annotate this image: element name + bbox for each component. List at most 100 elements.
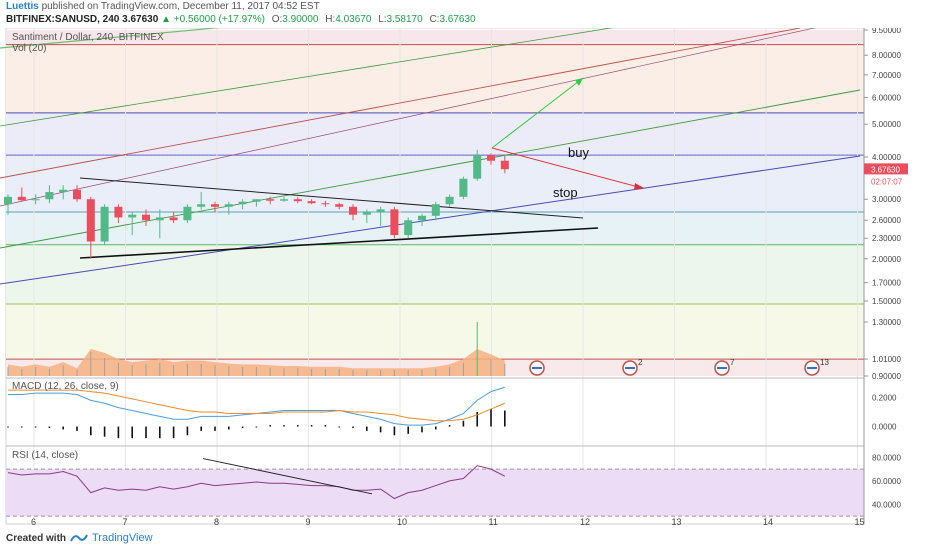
fib-band-1: [6, 44, 864, 113]
high-label: H:: [325, 14, 336, 25]
trend-line-1: [0, 28, 614, 127]
rsi-divergence-line: [202, 458, 373, 495]
candle-body-4: [59, 189, 68, 193]
x-tick-label-6: 12: [580, 517, 590, 527]
target-arrow-head: [575, 78, 583, 86]
rsi-line: [7, 465, 506, 500]
y-tick-label-9: 2.00000: [872, 255, 901, 264]
fib-band-0: [6, 30, 864, 45]
candle-body-31: [431, 204, 440, 216]
trend-line-0: [0, 28, 222, 49]
candle-body-27: [376, 209, 385, 213]
x-tick-label-5: 11: [489, 517, 498, 527]
candle-body-33: [459, 178, 468, 197]
candle-body-29: [404, 220, 413, 236]
candle-body-35: [487, 155, 495, 161]
candle-body-12: [169, 217, 178, 221]
grid-lines: [6, 28, 932, 524]
fib-band-5: [6, 244, 864, 304]
macd-tick-0: 0.2000: [872, 393, 897, 402]
publish-line: Luettis published on TradingView.com, De…: [6, 1, 320, 13]
volume-label: Vol (20): [12, 43, 46, 54]
rsi-pane: [6, 458, 864, 517]
x-tick-label-9: 15: [855, 517, 865, 527]
candle-body-20: [280, 199, 288, 201]
trend-line-2: [0, 28, 801, 179]
candle-body-32: [445, 196, 454, 205]
y-tick-label-6: 3.00000: [872, 195, 901, 204]
last-price-tag: [864, 163, 908, 175]
candle-body-26: [362, 212, 371, 215]
candle-body-8: [114, 206, 123, 218]
close-label: C:: [429, 14, 440, 25]
y-tick-label-13: 1.01000: [872, 355, 901, 364]
candle-body-1: [17, 196, 26, 201]
x-tick-label-7: 13: [672, 517, 682, 527]
created-with-label: Created with: [6, 533, 67, 544]
candle-body-6: [86, 199, 95, 242]
fib-band-2: [6, 112, 864, 156]
y-tick-label-7: 2.60000: [872, 216, 901, 225]
y-tick-label-2: 7.00000: [872, 71, 901, 80]
y-tick-label-14: 0.90000: [872, 372, 901, 381]
candle-body-0: [4, 196, 12, 205]
candles: [4, 149, 509, 259]
candle-body-15: [211, 204, 219, 207]
low-value: 3.58170: [386, 14, 423, 25]
rsi-tick-1: 60.0000: [872, 477, 901, 486]
chart-header: Luettis published on TradingView.com, De…: [0, 0, 932, 28]
trend-line-6: [79, 177, 584, 219]
rsi-tick-2: 40.0000: [872, 500, 901, 509]
last-price: 3.67630: [122, 14, 159, 25]
macd-pane: [7, 386, 506, 439]
x-tick-label-2: 8: [214, 517, 219, 527]
open-value: 3.90000: [282, 14, 319, 25]
y-tick-label-3: 6.00000: [872, 93, 901, 102]
y-tick-label-4: 5.00000: [872, 120, 901, 129]
candle-body-28: [390, 209, 399, 236]
candle-body-16: [224, 204, 233, 207]
footer: Created with TradingView: [0, 528, 932, 550]
low-label: L:: [378, 14, 387, 25]
price-axis: 9.50000 8.00000 7.00000 6.00000 5.00000 4.000…: [863, 28, 932, 524]
target-arrow-line: [491, 77, 584, 149]
symbol-label: BITFINEX:SANUSD, 240: [6, 14, 120, 25]
candle-body-23: [321, 203, 330, 205]
macd-tick-1: 0.0000: [872, 423, 897, 432]
candle-body-19: [266, 199, 275, 201]
candle-body-10: [142, 214, 150, 221]
pane-labels: Santiment / Dollar, 240, BITFINEX Vol (2…: [12, 32, 589, 461]
volume-bars: [7, 322, 506, 376]
x-tick-label-0: 6: [31, 517, 36, 527]
candle-body-22: [307, 201, 316, 204]
x-tick-label-1: 7: [123, 517, 128, 527]
candle-body-30: [418, 215, 426, 221]
rsi-label: RSI (14, close): [12, 450, 78, 461]
candle-body-24: [335, 204, 344, 207]
tradingview-brand[interactable]: TradingView: [92, 532, 153, 544]
event-marker-count-1: 2: [638, 358, 643, 367]
macd-label: MACD (12, 26, close, 9): [12, 381, 119, 392]
y-tick-label-5: 4.00000: [872, 153, 901, 162]
candle-body-21: [293, 199, 302, 202]
last-price-label: 3.67630: [871, 165, 900, 174]
fib-background: [6, 30, 864, 376]
candle-body-36: [500, 160, 509, 170]
trend-line-4: [0, 155, 861, 285]
rsi-tick-0: 80.0000: [872, 453, 901, 462]
stop-arrow-head: [634, 183, 644, 190]
candle-body-34: [473, 155, 482, 179]
chart-canvas[interactable]: 2 7 13 9.50000 8.00000 7.00000 6.00000 5.00000…: [0, 28, 932, 528]
event-marker-count-3: 13: [820, 358, 829, 367]
author-link[interactable]: Luettis: [6, 1, 39, 12]
trend-drawings: [0, 28, 861, 285]
change-value: +0.56000 (+17.97%): [173, 14, 265, 25]
tradingview-logo-icon: [70, 534, 88, 542]
fib-band-3: [6, 155, 864, 213]
candle-body-2: [31, 199, 40, 201]
chart-title: Santiment / Dollar, 240, BITFINEX: [12, 32, 164, 43]
candle-body-3: [45, 192, 54, 200]
trend-line-7: [79, 227, 599, 259]
stop-arrow-line: [491, 147, 643, 189]
rsi-band: [6, 469, 864, 517]
